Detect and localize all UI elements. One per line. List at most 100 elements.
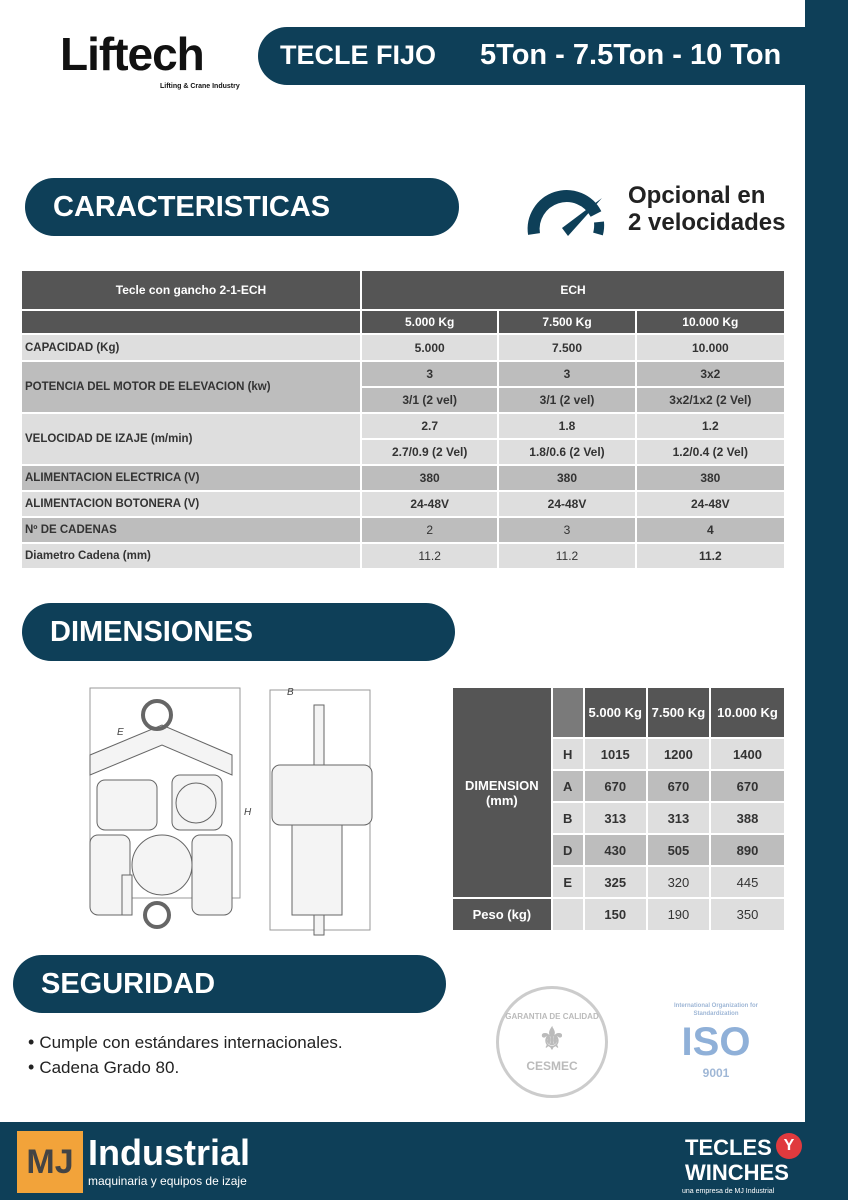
- cell: 3: [499, 518, 635, 542]
- seal-top-text: GARANTIA DE CALIDAD: [505, 1011, 599, 1021]
- side-stripe: [805, 0, 848, 1122]
- section-seguridad: SEGURIDAD: [13, 955, 446, 1013]
- optional-line2: 2 velocidades: [628, 209, 786, 236]
- cell: 1.2/0.4 (2 Vel): [636, 440, 784, 464]
- cell: 325: [584, 867, 646, 897]
- cell: 3x2: [636, 362, 784, 386]
- cell: 1015: [584, 739, 646, 769]
- cell: 380: [362, 466, 498, 490]
- industrial-text: Industrial: [88, 1132, 251, 1173]
- dim-key: D: [552, 835, 583, 865]
- cell: 1400: [711, 739, 784, 769]
- table-row: Diametro Cadena (mm) 11.2 11.2 11.2: [22, 544, 784, 568]
- speedometer-icon: [527, 190, 605, 236]
- y-badge: Y: [776, 1133, 802, 1159]
- iso-logo: International Organization for Standardi…: [660, 985, 772, 1097]
- table-row: VELOCIDAD DE IZAJE (m/min) 2.7 1.8 1.2: [22, 414, 784, 464]
- cell: 7.500: [499, 335, 635, 360]
- cell: 3/1 (2 vel): [362, 388, 498, 412]
- seal-figure-icon: ⚜: [538, 1022, 566, 1056]
- table-row: Nº DE CADENAS 2 3 4: [22, 518, 784, 542]
- dim-key: H: [552, 739, 583, 769]
- table-row: B 313 313 388: [453, 803, 784, 833]
- cell: 670: [584, 771, 646, 801]
- label-h: H: [244, 807, 252, 818]
- section-dimensiones: DIMENSIONES: [22, 603, 455, 661]
- dimension-label: DIMENSION (mm): [453, 688, 551, 897]
- dimensions-table: DIMENSION (mm) 5.000 Kg 7.500 Kg 10.000 Kg …: [451, 686, 786, 932]
- row-label: VELOCIDAD DE IZAJE (m/min): [22, 414, 360, 464]
- cell: 380: [636, 466, 784, 490]
- col-header: 5.000 Kg: [362, 311, 498, 333]
- cell: 430: [584, 835, 646, 865]
- row-label: Diametro Cadena (mm): [22, 544, 360, 568]
- col-header: 7.500 Kg: [499, 311, 635, 333]
- cesmec-seal: GARANTIA DE CALIDAD ⚜ CESMEC: [496, 986, 608, 1098]
- table-row: 2.7/0.9 (2 Vel) 1.8/0.6 (2 Vel) 1.2/0.4 (2…: [22, 440, 784, 464]
- cell: 11.2: [362, 544, 498, 568]
- cell: 313: [584, 803, 646, 833]
- optional-line1: Opcional en: [628, 182, 766, 209]
- capacity-range: 5Ton - 7.5Ton - 10 Ton: [480, 39, 782, 71]
- winches-text: WINCHES: [685, 1160, 789, 1185]
- cell: 313: [647, 803, 709, 833]
- col-header: 10.000 Kg: [636, 311, 784, 333]
- cell: 320: [647, 867, 709, 897]
- list-item: Cumple con estándares internacionales.: [28, 1030, 342, 1055]
- cell: 1.2: [636, 414, 784, 438]
- blank-cell: [552, 688, 583, 737]
- list-item: Cadena Grado 80.: [28, 1055, 343, 1080]
- row-label: ALIMENTACION BOTONERA (V): [22, 492, 360, 516]
- table-row: Peso (kg) 150 190 350: [453, 899, 784, 930]
- cell: 670: [711, 771, 784, 801]
- cell: 3: [499, 362, 635, 386]
- iso-number: 9001: [702, 1066, 730, 1080]
- cell: 24-48V: [636, 492, 784, 516]
- cell: 380: [499, 466, 635, 490]
- seal-bottom-text: CESMEC: [526, 1058, 578, 1073]
- cell: 11.2: [499, 544, 635, 568]
- logo-subtitle: Lifting & Crane Industry: [160, 83, 240, 90]
- table-row: A 670 670 670: [453, 771, 784, 801]
- dim-key: A: [552, 771, 583, 801]
- cell: 1200: [647, 739, 709, 769]
- table-row: POTENCIA DEL MOTOR DE ELEVACION (kw) 3 3 3x…: [22, 362, 784, 412]
- cell: 2: [362, 518, 498, 542]
- cell: 350: [711, 899, 784, 930]
- dim-key: E: [552, 867, 583, 897]
- cell: 890: [711, 835, 784, 865]
- table-row: D 430 505 890: [453, 835, 784, 865]
- liftech-logo: Liftech Lifting & Crane Industry: [60, 25, 245, 95]
- cell: 190: [647, 899, 709, 930]
- cell: 150: [584, 899, 646, 930]
- mj-logo: MJ: [17, 1131, 83, 1193]
- iso-text: ISO: [681, 1020, 751, 1064]
- cell: 2.7/0.9 (2 Vel): [362, 440, 498, 464]
- specs-model: ECH: [362, 271, 784, 309]
- label-b: B: [287, 687, 294, 698]
- cell: 3: [362, 362, 498, 386]
- cell: 5.000: [362, 335, 498, 360]
- logo-text: Liftech: [60, 28, 205, 80]
- table-row: 3/1 (2 vel) 3/1 (2 vel) 3x2/1x2 (2 Vel): [22, 388, 784, 412]
- row-label: CAPACIDAD (Kg): [22, 335, 360, 360]
- industrial-subtitle: maquinaria y equipos de izaje: [88, 1174, 247, 1188]
- specs-title: Tecle con gancho 2-1-ECH: [22, 271, 360, 309]
- specs-table: Tecle con gancho 2-1-ECH ECH 5.000 Kg 7.50…: [20, 269, 786, 570]
- winches-subtitle: una empresa de MJ Industrial: [682, 1188, 775, 1195]
- cell: 670: [647, 771, 709, 801]
- row-label: Nº DE CADENAS: [22, 518, 360, 542]
- table-row: E 325 320 445: [453, 867, 784, 897]
- product-title: TECLE FIJO: [280, 40, 437, 70]
- hoist-drawing: E B H: [89, 687, 373, 936]
- cell: 2.7: [362, 414, 498, 438]
- cell: 3x2/1x2 (2 Vel): [636, 388, 784, 412]
- safety-list: Cumple con estándares internacionales. C…: [28, 1030, 343, 1080]
- section-caracteristicas: CARACTERISTICAS: [25, 178, 459, 236]
- cell: 1.8: [499, 414, 635, 438]
- optional-speeds: Opcional en 2 velocidades: [628, 182, 785, 236]
- cell: 1.8/0.6 (2 Vel): [499, 440, 635, 464]
- cell: 4: [636, 518, 784, 542]
- label-e: E: [117, 727, 124, 738]
- cell: 10.000: [636, 335, 784, 360]
